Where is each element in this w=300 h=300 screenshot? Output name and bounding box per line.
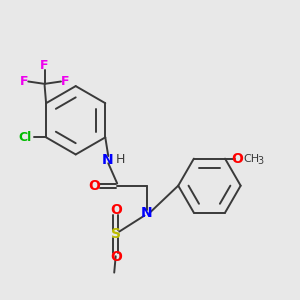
Text: O: O <box>110 203 122 218</box>
Text: Cl: Cl <box>19 131 32 144</box>
Text: F: F <box>61 75 70 88</box>
Text: H: H <box>116 153 125 166</box>
Text: O: O <box>88 179 100 194</box>
Text: N: N <box>141 206 153 220</box>
Text: CH: CH <box>243 154 259 164</box>
Text: N: N <box>102 153 113 167</box>
Text: S: S <box>111 227 121 241</box>
Text: O: O <box>231 152 243 166</box>
Text: 3: 3 <box>258 156 264 166</box>
Text: O: O <box>110 250 122 264</box>
Text: F: F <box>40 58 49 72</box>
Text: F: F <box>20 75 28 88</box>
